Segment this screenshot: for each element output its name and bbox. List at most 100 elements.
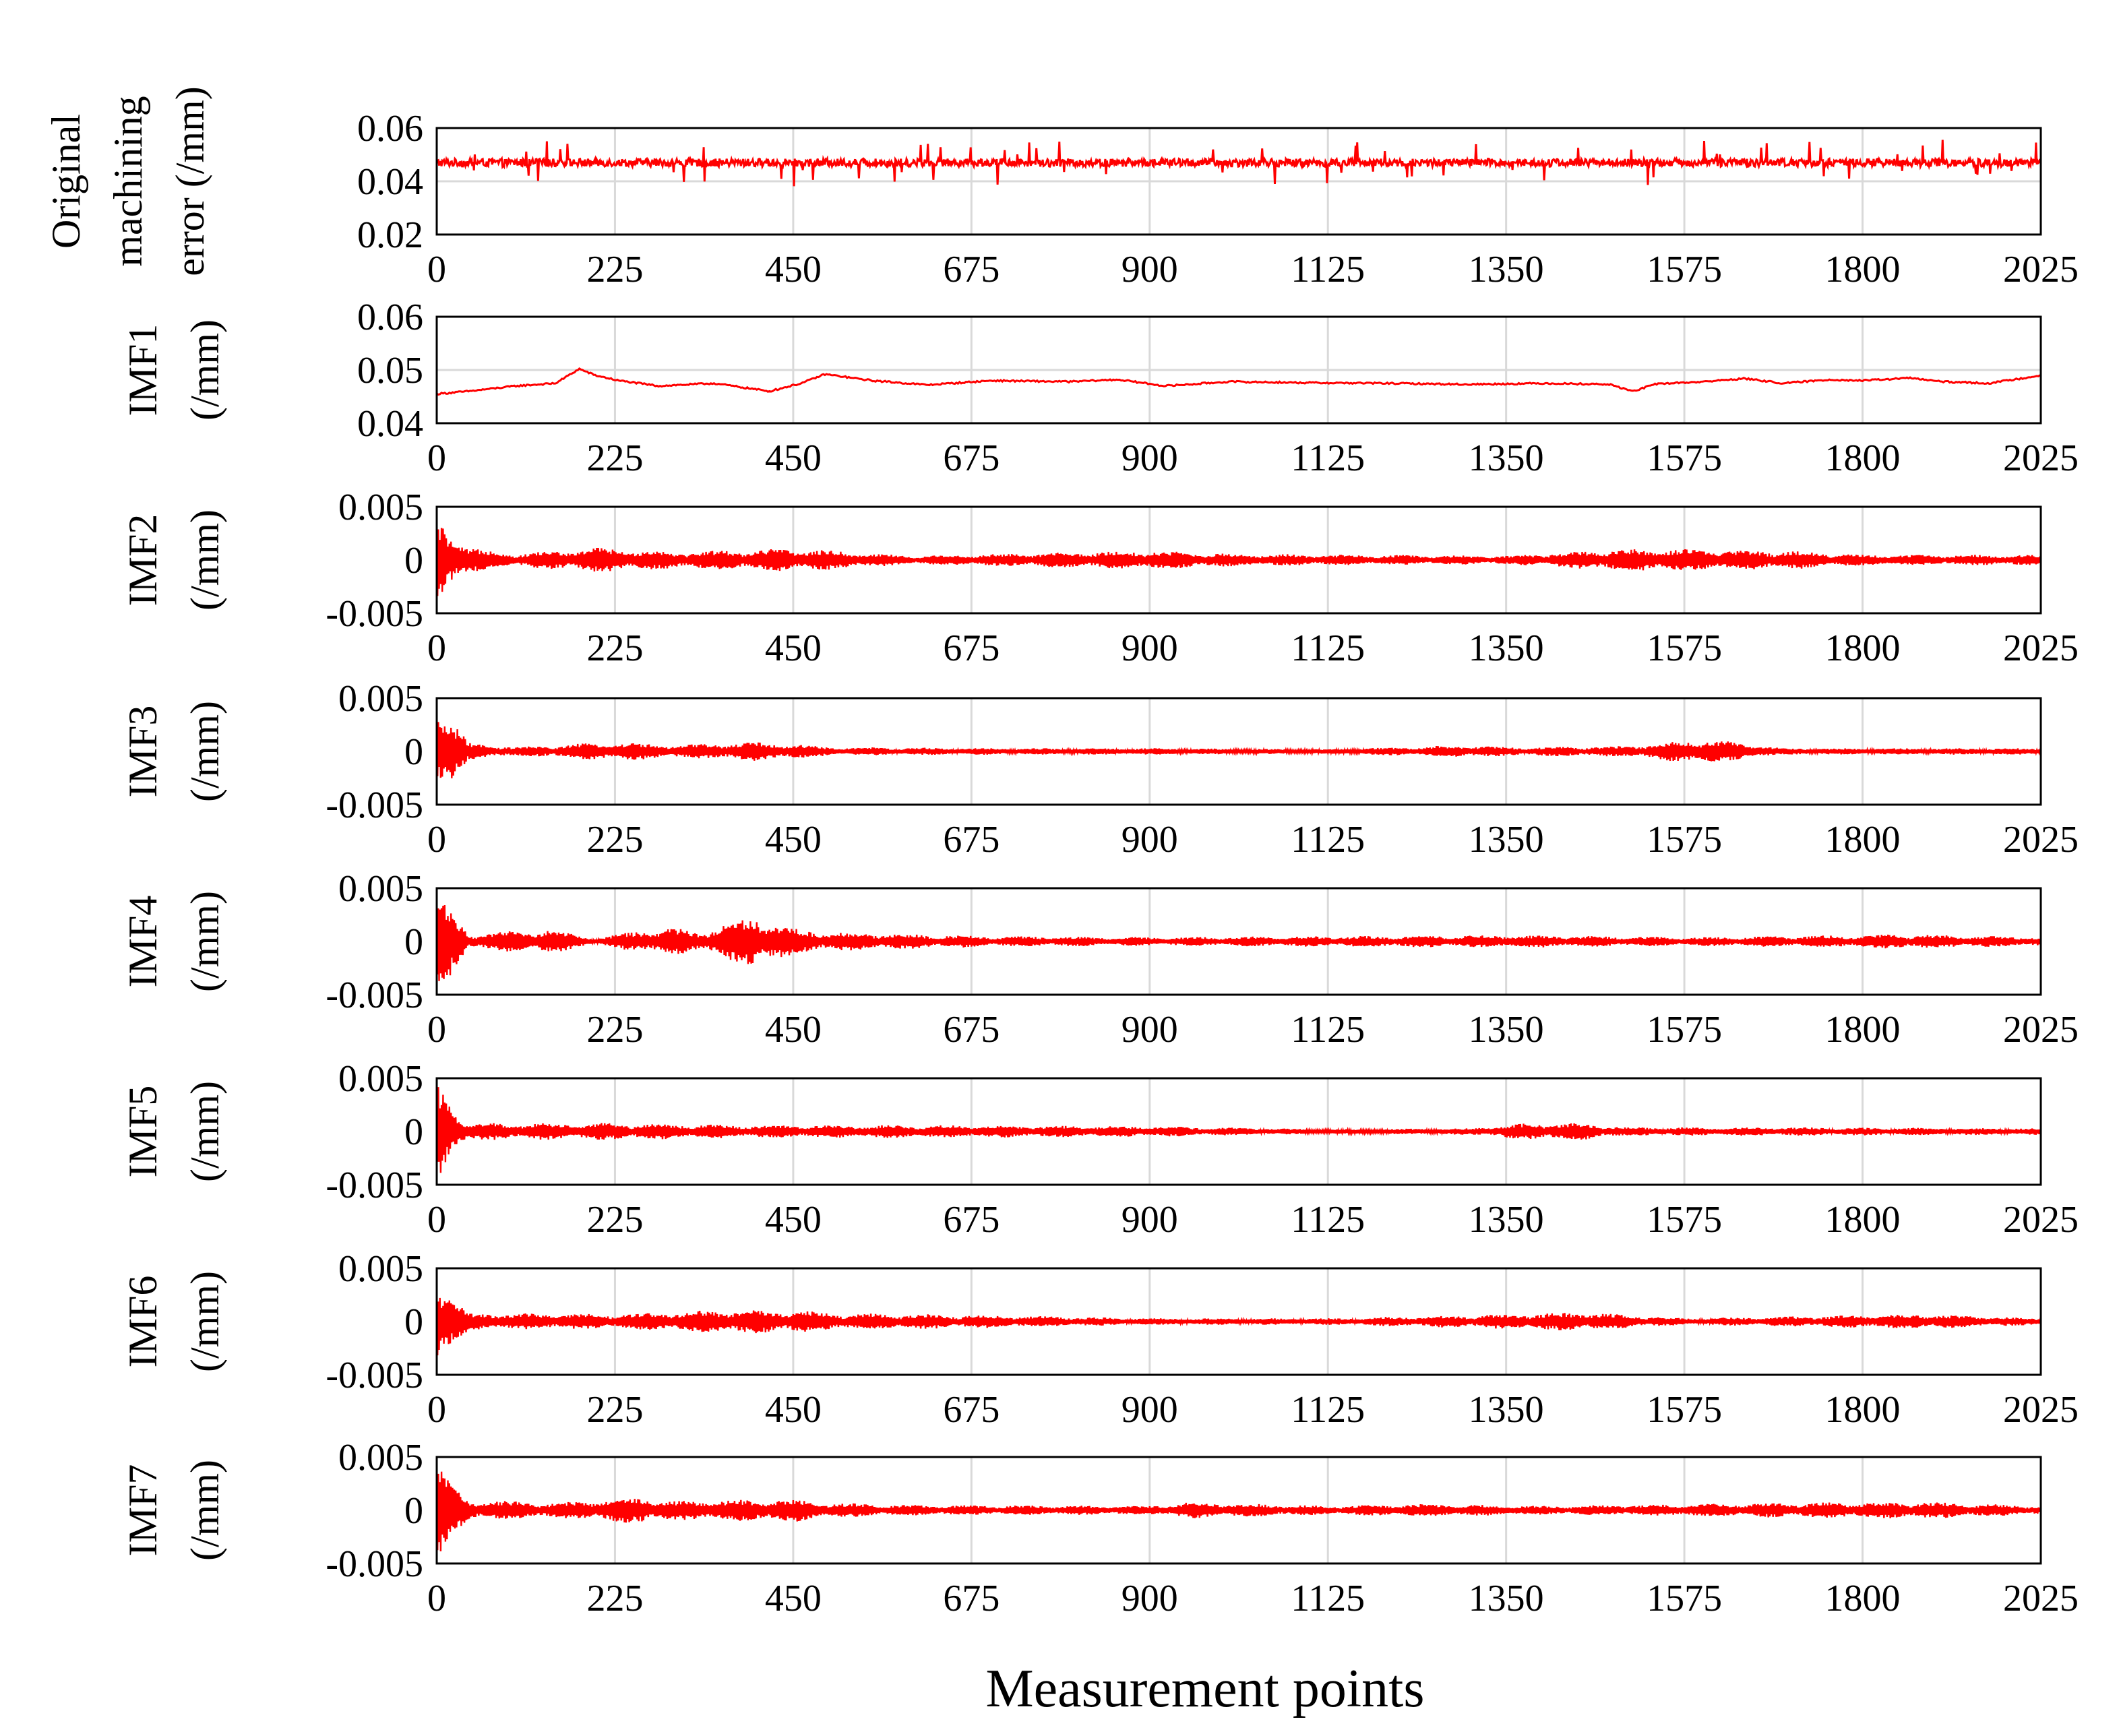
y-axis-label: Original machining error (/mm)	[44, 86, 212, 276]
x-tick-label: 675	[943, 627, 1000, 669]
y-tick-label: 0.04	[357, 161, 423, 203]
y-axis-label-line: IMF6	[121, 1276, 165, 1368]
x-tick-label: 2025	[2003, 249, 2079, 290]
x-tick-label: 1350	[1469, 1009, 1544, 1051]
x-tick-label: 675	[943, 819, 1000, 861]
panel-imf4: 0 225 450 675 900 1125 1350 1575 1800 20250.0050-…	[121, 868, 2079, 1051]
x-tick-label: 1350	[1469, 249, 1544, 290]
x-tick-label: 0	[427, 627, 446, 669]
y-tick-label: 0.02	[357, 214, 423, 256]
plot-frame	[435, 505, 2042, 615]
y-axis-label: IMF2 (/mm)	[121, 509, 227, 611]
y-axis-label: IMF7 (/mm)	[121, 1460, 227, 1561]
panel-imf2: 0 225 450 675 900 1125 1350 1575 1800 20250.0050-…	[121, 487, 2079, 669]
x-tick-label: 900	[1121, 1009, 1178, 1051]
y-tick-label: 0.005	[338, 1437, 423, 1479]
y-tick-label: 0.005	[338, 1058, 423, 1100]
y-axis-label-line: machining	[106, 96, 150, 266]
series-line	[435, 1082, 2042, 1173]
x-tick-label: 1575	[1647, 249, 1722, 290]
x-tick-label: 0	[427, 249, 446, 290]
x-tick-label: 225	[586, 1389, 643, 1431]
y-tick-label: 0	[404, 1111, 423, 1153]
plot-frame	[435, 1077, 2042, 1186]
y-axis-label: IMF6 (/mm)	[121, 1271, 227, 1372]
x-tick-label: 1350	[1469, 1578, 1544, 1619]
x-tick-label: 0	[427, 1009, 446, 1051]
x-tick-label: 2025	[2003, 437, 2079, 479]
x-tick-label: 0	[427, 1199, 446, 1241]
y-axis-label: IMF4 (/mm)	[121, 891, 227, 992]
x-tick-label: 900	[1121, 1578, 1178, 1619]
x-tick-label: 900	[1121, 1389, 1178, 1431]
y-axis-label-line: IMF4	[121, 896, 165, 988]
y-tick-label: 0.04	[357, 403, 423, 445]
y-axis-label: IMF1 (/mm)	[121, 319, 227, 421]
y-axis-label: IMF5 (/mm)	[121, 1081, 227, 1182]
x-tick-label: 1800	[1825, 1009, 1901, 1051]
x-tick-label: 450	[765, 249, 822, 290]
y-tick-label: 0.06	[357, 108, 423, 150]
y-axis-label: IMF3 (/mm)	[121, 701, 227, 802]
series-line	[435, 523, 2042, 596]
x-tick-label: 1800	[1825, 1389, 1901, 1431]
x-tick-label: 1575	[1647, 819, 1722, 861]
y-tick-label: 0	[404, 921, 423, 963]
y-axis-label-line: (/mm)	[183, 1460, 227, 1561]
y-tick-label: -0.005	[326, 1165, 423, 1206]
panel-imf6: 0 225 450 675 900 1125 1350 1575 1800 20250.0050-…	[121, 1248, 2079, 1431]
y-tick-label: -0.005	[326, 1355, 423, 1396]
x-tick-label: 1350	[1469, 1389, 1544, 1431]
x-tick-label: 1800	[1825, 437, 1901, 479]
y-tick-label: 0.005	[338, 487, 423, 528]
y-axis-label-line: (/mm)	[183, 509, 227, 611]
x-tick-label: 675	[943, 1199, 1000, 1241]
y-tick-label: 0.005	[338, 868, 423, 910]
panel-imf3: 0 225 450 675 900 1125 1350 1575 1800 20250.0050-…	[121, 678, 2079, 861]
x-tick-label: 675	[943, 249, 1000, 290]
series-line	[435, 897, 2042, 981]
y-tick-label: 0	[404, 1301, 423, 1343]
series-line	[436, 140, 2042, 187]
x-tick-label: 0	[427, 819, 446, 861]
x-tick-label: 1575	[1647, 1578, 1722, 1619]
x-tick-label: 2025	[2003, 627, 2079, 669]
x-tick-label: 1800	[1825, 249, 1901, 290]
x-tick-label: 225	[586, 1199, 643, 1241]
y-axis-label-line: IMF5	[121, 1086, 165, 1178]
y-tick-label: -0.005	[326, 593, 423, 635]
x-tick-label: 0	[427, 1578, 446, 1619]
x-tick-label: 1125	[1291, 249, 1365, 290]
series-line	[435, 721, 2042, 778]
x-tick-label: 1575	[1647, 437, 1722, 479]
y-tick-label: 0	[404, 1490, 423, 1532]
x-tick-label: 675	[943, 437, 1000, 479]
x-tick-label: 450	[765, 437, 822, 479]
x-tick-label: 450	[765, 1578, 822, 1619]
x-tick-label: 1575	[1647, 1389, 1722, 1431]
x-tick-label: 225	[586, 1009, 643, 1051]
panel-imf5: 0 225 450 675 900 1125 1350 1575 1800 20250.0050-…	[121, 1058, 2079, 1241]
series-line	[435, 1286, 2042, 1356]
y-axis-label-line: IMF2	[121, 514, 165, 607]
y-axis-label-line: (/mm)	[183, 1271, 227, 1372]
x-tick-label: 900	[1121, 819, 1178, 861]
x-tick-label: 2025	[2003, 1199, 2079, 1241]
plot-frame	[435, 697, 2042, 806]
x-tick-label: 2025	[2003, 1009, 2079, 1051]
x-tick-label: 900	[1121, 1199, 1178, 1241]
y-axis-label-line: error (/mm)	[168, 86, 212, 276]
y-tick-label: 0.06	[357, 297, 423, 338]
x-tick-label: 225	[586, 249, 643, 290]
y-tick-label: -0.005	[326, 974, 423, 1016]
x-tick-label: 1350	[1469, 1199, 1544, 1241]
y-axis-label-line: Original	[44, 114, 88, 249]
x-tick-label: 900	[1121, 437, 1178, 479]
x-tick-label: 1800	[1825, 1199, 1901, 1241]
x-tick-label: 2025	[2003, 1389, 2079, 1431]
x-tick-label: 450	[765, 1389, 822, 1431]
x-tick-label: 1125	[1291, 819, 1365, 861]
x-tick-label: 1800	[1825, 819, 1901, 861]
x-tick-label: 1575	[1647, 627, 1722, 669]
